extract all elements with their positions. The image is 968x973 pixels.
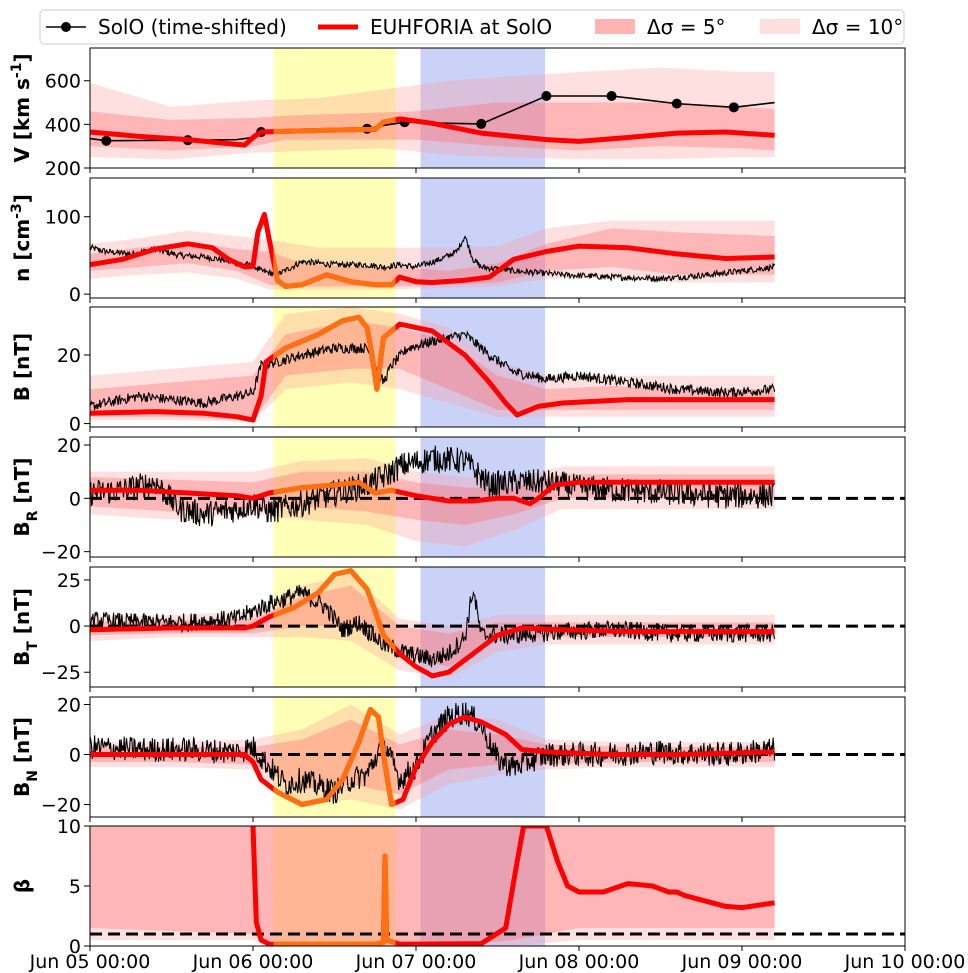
blue-interval <box>420 826 546 946</box>
legend-label: Δσ = 5° <box>647 15 726 39</box>
blue-interval <box>420 307 546 427</box>
euhforia-series-yellow-segment <box>273 853 396 946</box>
blue-interval <box>420 48 546 168</box>
solo-marker <box>671 98 682 109</box>
panel-frame <box>89 566 906 688</box>
panel-frame <box>89 306 906 428</box>
y-axis-label: BT [nT] <box>10 588 41 666</box>
y-tick-label: −20 <box>41 542 81 564</box>
legend-item: SolO (time-shifted) <box>46 15 287 39</box>
x-tick-label: Jun 05 00:00 <box>29 951 151 973</box>
band-5deg <box>90 228 775 287</box>
solo-series <box>90 584 776 668</box>
y-axis-label: n [cm-3] <box>9 194 34 282</box>
panel-frame <box>89 436 906 558</box>
legend-item: Δσ = 10° <box>760 15 903 39</box>
y-tick-label: 25 <box>57 570 81 592</box>
y-tick-label: 0 <box>69 284 81 306</box>
yellow-interval <box>273 826 396 946</box>
x-tick-label: Jun 08 00:00 <box>518 951 640 973</box>
band-10deg <box>90 220 775 290</box>
y-tick-label: 0 <box>69 616 81 638</box>
band-10deg <box>90 704 775 810</box>
y-tick-label: 20 <box>57 435 81 457</box>
panel-beta: 0 5 10 β <box>10 816 906 958</box>
solo-marker <box>728 102 739 113</box>
y-tick-label: 600 <box>45 71 81 93</box>
yellow-interval <box>273 48 396 168</box>
band-5deg <box>90 826 775 946</box>
solo-marker <box>606 91 617 101</box>
y-tick-label: 0 <box>69 745 81 767</box>
y-axis-label: V [km s-1] <box>9 53 34 162</box>
panel-BN: −20 0 20 BN [nT] <box>10 695 906 822</box>
legend-label: SolO (time-shifted) <box>98 15 287 39</box>
panel-BR: −20 0 20 BR [nT] <box>10 435 906 564</box>
y-tick-label: 20 <box>57 345 81 367</box>
y-tick-label: 100 <box>45 207 81 229</box>
euhforia-series-yellow-segment <box>273 707 396 807</box>
legend-item: EUHFORIA at SolO <box>318 15 552 39</box>
y-axis-label: B [nT] <box>10 333 34 401</box>
panel-V: 200 400 600 V [km s-1] <box>9 47 906 180</box>
legend-item: Δσ = 5° <box>595 15 726 39</box>
legend-label: Δσ = 10° <box>812 15 903 39</box>
solo-marker <box>476 118 487 129</box>
y-tick-label: −25 <box>41 662 81 684</box>
y-tick-label: 200 <box>45 158 81 180</box>
panel-frame <box>89 47 906 169</box>
legend: SolO (time-shifted) EUHFORIA at SolO Δσ = … <box>39 9 905 45</box>
euhforia-series <box>90 479 775 507</box>
x-tick-label: Jun 06 00:00 <box>192 951 314 973</box>
y-tick-label: 400 <box>45 114 81 136</box>
x-tick-label: Jun 09 00:00 <box>681 951 803 973</box>
y-tick-label: 0 <box>69 936 81 958</box>
legend-box <box>39 9 905 45</box>
panel-B: 0 20 B [nT] <box>10 306 906 436</box>
euhforia-series-yellow-segment <box>273 117 396 135</box>
euhforia-series-yellow-segment <box>273 247 396 289</box>
y-axis-label: BR [nT] <box>10 457 41 536</box>
band-10deg <box>90 826 775 946</box>
y-axis-label: β <box>10 879 34 893</box>
solo-series <box>90 235 776 283</box>
panel-BT: −25 0 25 BT [nT] <box>10 566 906 692</box>
band-5deg <box>90 719 775 795</box>
euhforia-series-yellow-segment <box>273 568 396 653</box>
euhforia-series-yellow-segment <box>273 314 396 392</box>
y-tick-label: 5 <box>69 876 81 898</box>
x-tick-label: Jun 10 00:00 <box>844 951 966 973</box>
y-tick-label: 0 <box>69 414 81 436</box>
y-axis-label: BN [nT] <box>10 717 41 797</box>
panel-n: 0 100 n [cm-3] <box>9 177 906 306</box>
panel-frame <box>89 696 906 818</box>
solo-series <box>90 330 776 411</box>
x-tick-label: Jun 07 00:00 <box>355 951 477 973</box>
panel-frame <box>89 177 906 299</box>
solo-marker <box>541 91 552 101</box>
y-tick-label: 20 <box>57 695 81 717</box>
y-tick-label: 10 <box>57 816 81 838</box>
y-tick-label: −20 <box>41 795 81 817</box>
y-tick-label: 0 <box>69 488 81 510</box>
legend-label: EUHFORIA at SolO <box>370 15 552 39</box>
solo-marker <box>101 135 112 146</box>
